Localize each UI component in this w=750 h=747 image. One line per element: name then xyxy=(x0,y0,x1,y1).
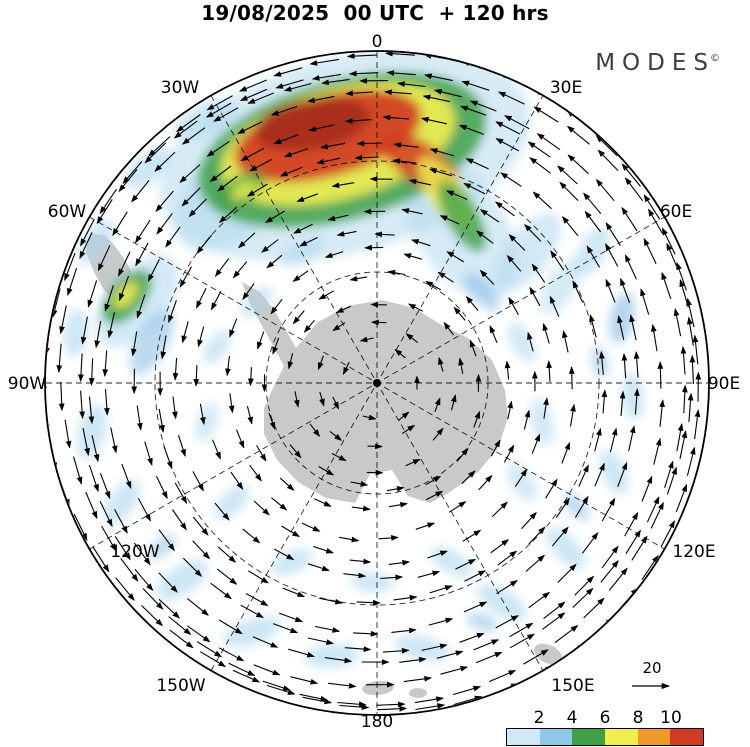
longitude-label: 0 xyxy=(372,32,383,52)
colorbar: 2 4 6 8 10 xyxy=(506,708,704,746)
wind-reference: 20 xyxy=(626,661,678,697)
longitude-label: 150W xyxy=(156,676,205,696)
copyright-icon: © xyxy=(710,53,720,64)
longitude-label: 30W xyxy=(161,78,200,98)
longitude-label: 90E xyxy=(708,374,740,394)
longitude-label: 180 xyxy=(361,712,393,732)
wind-arrows-layer xyxy=(46,52,702,712)
colorbar-gradient xyxy=(506,728,704,746)
colorbar-segment xyxy=(637,729,671,745)
colorbar-tick-label: 2 xyxy=(533,708,545,728)
longitude-label: 120E xyxy=(672,542,715,562)
longitude-label: 150E xyxy=(551,676,594,696)
modes-logo: MODES© xyxy=(595,50,720,76)
modes-logo-text: MODES xyxy=(595,50,715,76)
longitude-label: 30E xyxy=(550,78,582,98)
colorbar-tick-label: 10 xyxy=(660,708,682,728)
colorbar-segment xyxy=(507,729,540,745)
energy-shading-layer xyxy=(63,52,645,669)
colorbar-segment xyxy=(605,729,638,745)
colorbar-tick-label: 4 xyxy=(566,708,578,728)
colorbar-tick-label: 8 xyxy=(632,708,644,728)
longitude-label: 90W xyxy=(8,374,47,394)
colorbar-segment xyxy=(670,729,704,745)
colorbar-tick-label: 6 xyxy=(599,708,611,728)
colorbar-segment xyxy=(539,729,573,745)
grid-layer xyxy=(44,50,710,716)
reference-arrow-icon xyxy=(632,682,671,690)
reference-arrow-label: 20 xyxy=(642,659,662,677)
longitude-label: 60W xyxy=(48,202,87,222)
colorbar-segment xyxy=(572,729,606,745)
longitude-label: 120W xyxy=(110,542,159,562)
chart-title: 19/08/2025 00 UTC + 120 hrs xyxy=(201,1,549,25)
longitude-labels: 0 30E 60E 90E 120E 150E 180 150W 120W 90W 60W 30W xyxy=(8,32,740,732)
longitude-label: 60E xyxy=(660,202,692,222)
colorbar-tick-labels: 2 4 6 8 10 xyxy=(506,708,704,728)
pole-marker xyxy=(373,379,381,387)
